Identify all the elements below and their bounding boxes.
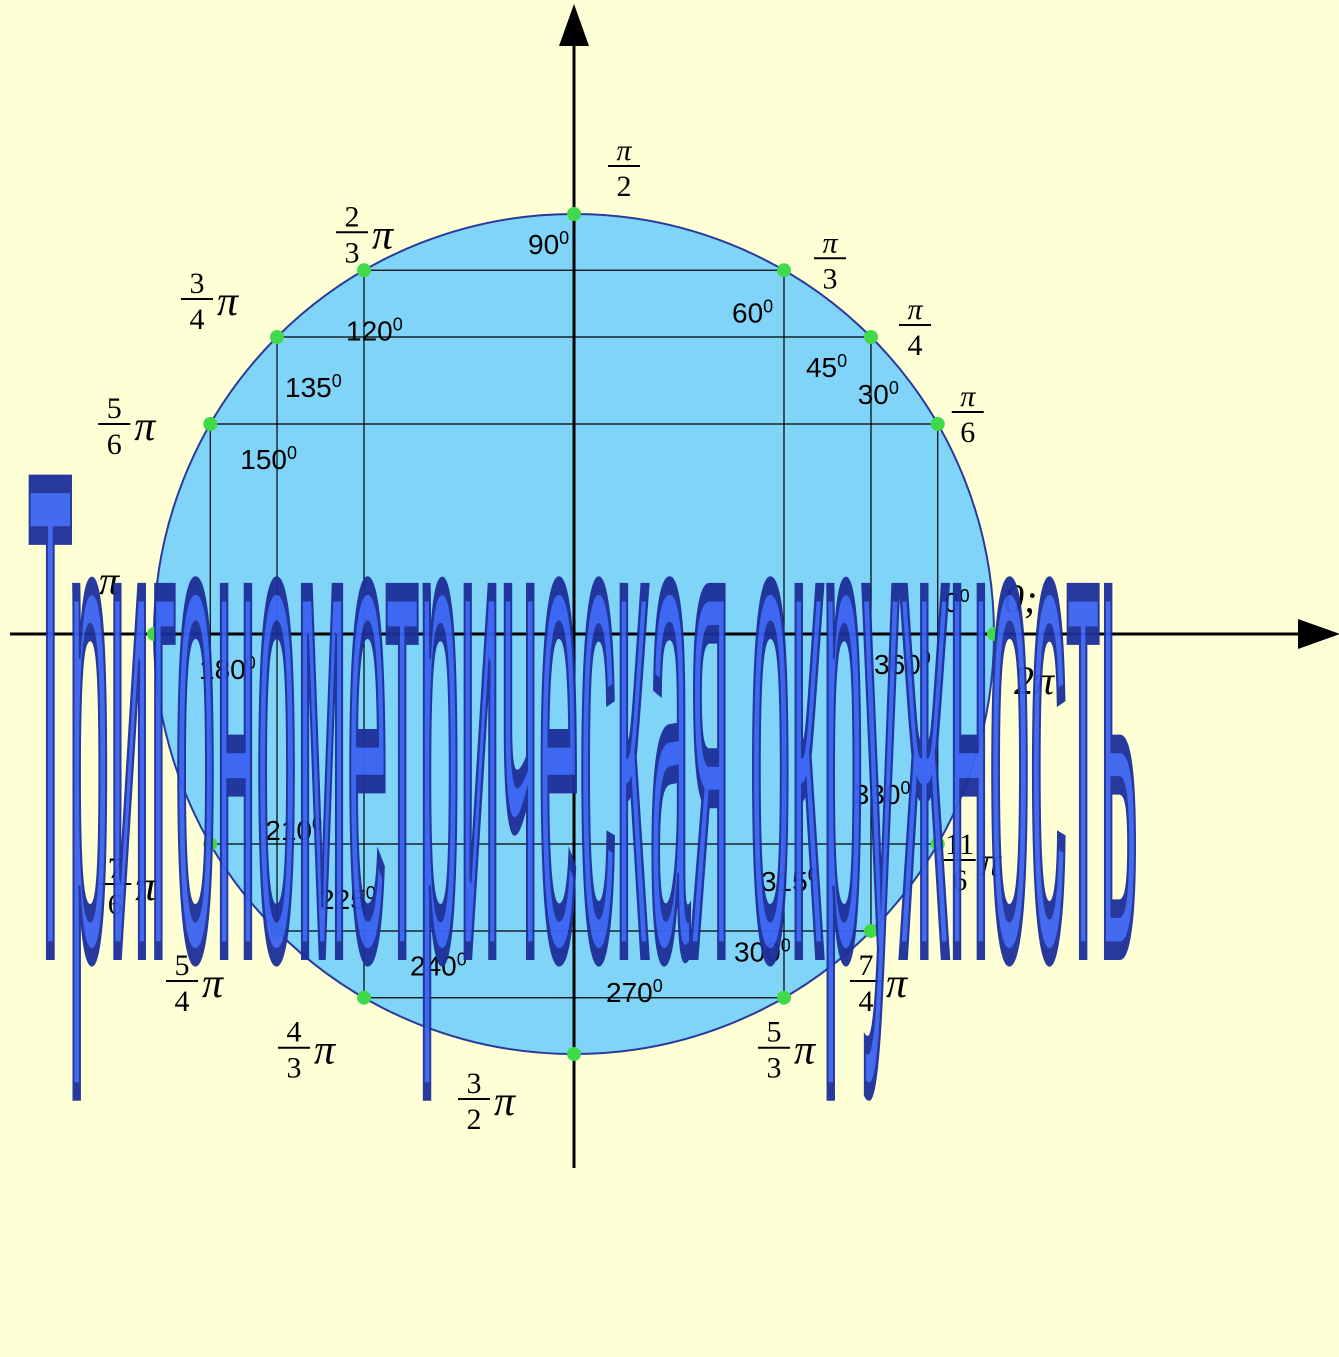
degree-label-60: 600 <box>732 296 773 328</box>
angle-point-0 <box>987 627 1001 641</box>
degree-label-360: 3600 <box>874 648 931 680</box>
fraction-denominator: 4 <box>907 329 922 362</box>
degree-label-180: 1800 <box>199 653 256 685</box>
fraction-denominator: 6 <box>108 888 123 921</box>
overlay-title: Тригонометрическая окружность <box>28 338 1138 1099</box>
radian-fraction-90: π2 <box>608 134 640 203</box>
fraction-numerator: 3 <box>467 1067 482 1100</box>
fraction-denominator: 6 <box>960 416 975 449</box>
degree-label-330: 3300 <box>854 778 911 810</box>
fraction-pi: π <box>886 961 908 1007</box>
degree-label-90: 900 <box>528 228 569 260</box>
fraction-denominator: 3 <box>823 262 838 295</box>
fraction-denominator: 6 <box>952 864 967 897</box>
fraction-pi: π <box>314 1028 336 1074</box>
radian-fraction-315: 74 π <box>849 949 908 1018</box>
radian-fraction-300: 53 π <box>758 1016 816 1085</box>
degree-label-45: 450 <box>806 351 847 383</box>
radian-fraction-330: 116 π <box>943 828 1002 897</box>
fraction-denominator: 4 <box>858 985 873 1018</box>
fraction-pi: π <box>372 212 394 258</box>
fraction-numerator: π <box>960 380 976 413</box>
fraction-denominator: 3 <box>287 1052 302 1085</box>
fraction-numerator: 4 <box>287 1016 302 1049</box>
fraction-numerator: π <box>907 293 923 326</box>
degree-label-270: 2700 <box>606 976 663 1008</box>
fraction-numerator: 5 <box>107 392 122 425</box>
fraction-pi: π <box>217 279 239 325</box>
radian-fraction-30: π6 <box>951 380 984 449</box>
angle-point-150 <box>203 417 218 431</box>
fraction-denominator: 6 <box>107 428 122 461</box>
fraction-pi: π <box>494 1079 516 1125</box>
radian-fraction-60: π3 <box>814 226 846 295</box>
radian-fraction-225: 54 π <box>166 949 224 1018</box>
radian-fraction-210: 76 π <box>99 852 157 921</box>
fraction-numerator: 7 <box>108 852 123 885</box>
angle-point-180 <box>147 627 161 641</box>
angle-point-30 <box>930 417 945 431</box>
fraction-numerator: 2 <box>345 200 360 233</box>
fraction-numerator: 7 <box>858 949 873 982</box>
fraction-denominator: 3 <box>767 1052 782 1085</box>
radian-fraction-270: 32 π <box>458 1067 516 1136</box>
angle-point-60 <box>777 263 791 278</box>
radian-label-0: 0; <box>1004 576 1037 621</box>
overlay-title-group: Тригонометрическая окружность <box>25 335 1141 1103</box>
angle-point-315 <box>863 923 878 938</box>
radian-fraction-135: 34 π <box>181 267 239 336</box>
angle-point-90 <box>567 207 581 221</box>
fraction-numerator: π <box>822 226 838 259</box>
fraction-pi: π <box>794 1028 816 1074</box>
fraction-denominator: 4 <box>175 985 190 1018</box>
angle-point-300 <box>777 990 791 1005</box>
fraction-pi: π <box>135 864 157 910</box>
fraction-denominator: 2 <box>617 170 632 203</box>
angle-point-330 <box>930 837 945 851</box>
angle-point-240 <box>357 990 371 1005</box>
fraction-numerator: 11 <box>945 828 974 861</box>
fraction-denominator: 2 <box>467 1103 482 1136</box>
degree-label-225: 2250 <box>319 883 376 915</box>
fraction-pi: π <box>202 961 224 1007</box>
degree-label-315: 3150 <box>761 865 818 897</box>
fraction-pi: π <box>134 404 156 450</box>
angle-point-135 <box>270 330 285 345</box>
angle-point-270 <box>567 1047 581 1061</box>
fraction-numerator: 5 <box>175 949 190 982</box>
angle-point-225 <box>270 923 285 938</box>
radian-label-360: 2π <box>1014 658 1055 703</box>
angle-point-45 <box>863 330 878 345</box>
degree-label-240: 2400 <box>410 950 467 982</box>
degree-label-300: 3000 <box>734 936 791 968</box>
fraction-numerator: π <box>616 134 632 167</box>
radian-fraction-240: 43 π <box>278 1016 336 1085</box>
radian-fraction-45: π4 <box>898 293 931 362</box>
angle-point-120 <box>357 263 371 278</box>
radian-fraction-120: 23 π <box>336 200 394 269</box>
fraction-numerator: 3 <box>190 267 205 300</box>
angle-point-210 <box>203 837 218 851</box>
fraction-denominator: 4 <box>190 303 205 336</box>
fraction-denominator: 3 <box>345 236 360 269</box>
fraction-pi: π <box>980 840 1002 886</box>
degree-label-210: 2100 <box>265 814 322 846</box>
degree-label-135: 1350 <box>285 371 342 403</box>
angle-points <box>147 207 1001 1061</box>
radian-label-180: π <box>99 558 120 603</box>
degree-label-0: 00 <box>944 586 970 618</box>
degree-label-150: 1500 <box>240 443 297 475</box>
degree-label-120: 1200 <box>346 314 403 346</box>
fraction-numerator: 5 <box>767 1016 782 1049</box>
radian-fraction-150: 56 π <box>98 392 156 461</box>
degree-label-30: 300 <box>858 378 899 410</box>
